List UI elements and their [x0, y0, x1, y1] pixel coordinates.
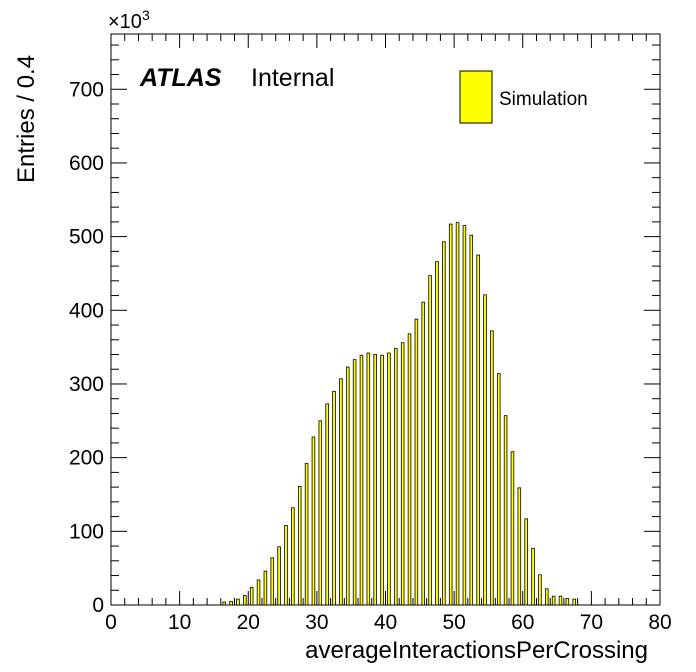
- histogram-bar: [229, 600, 233, 606]
- histogram-bar: [332, 390, 336, 606]
- histogram-bar: [359, 354, 364, 606]
- plot-frame: [110, 33, 661, 606]
- histogram-bar: [544, 588, 549, 606]
- y-axis-label: Entries / 0.4: [13, 55, 40, 183]
- x-tick-label: 30: [305, 611, 328, 634]
- histogram-bar: [311, 436, 316, 606]
- histogram-bar: [304, 463, 309, 606]
- histogram-bar: [490, 330, 494, 606]
- histogram-bar: [448, 223, 453, 606]
- x-axis-ticks: 0 10 20 30 40 50 60 70 80: [105, 34, 672, 634]
- y-axis-exponent: ×103: [108, 7, 150, 33]
- histogram-bar: [380, 354, 384, 606]
- histogram-bar: [243, 595, 247, 606]
- histogram-bar: [483, 294, 487, 606]
- histogram-bar: [551, 595, 556, 606]
- y-tick-label: 200: [69, 447, 104, 470]
- histogram-bar: [352, 359, 357, 606]
- histogram-bar: [263, 570, 268, 606]
- histogram-bar: [277, 546, 281, 606]
- histogram-bar: [538, 574, 542, 606]
- histogram-bar: [325, 403, 329, 606]
- histogram-bar: [442, 241, 446, 606]
- histogram-bar: [407, 333, 412, 606]
- histogram-bar: [222, 601, 227, 606]
- x-tick-label: 10: [168, 611, 191, 634]
- legend-label: Simulation: [499, 89, 588, 110]
- histogram-bar: [291, 507, 295, 606]
- atlas-label: ATLAS: [139, 64, 222, 92]
- histogram-bar: [476, 254, 480, 606]
- histogram-bar: [435, 261, 439, 606]
- histogram-bar: [249, 586, 254, 606]
- histogram-bar: [387, 352, 391, 606]
- y-axis-ticks: 0 100 200 300 400 500 600 700: [69, 44, 660, 617]
- y-tick-label: 400: [69, 299, 104, 322]
- histogram-bar: [462, 225, 467, 606]
- histogram-bar: [503, 415, 508, 606]
- y-tick-label: 300: [69, 373, 104, 396]
- histogram-bar: [455, 222, 460, 606]
- x-tick-label: 40: [374, 611, 397, 634]
- x-tick-label: 20: [237, 611, 260, 634]
- histogram-bar: [558, 595, 563, 606]
- y-tick-label: 700: [69, 78, 104, 101]
- x-tick-label: 50: [442, 611, 465, 634]
- x-tick-label: 80: [648, 611, 671, 634]
- histogram-bar: [236, 598, 240, 606]
- histogram-bar: [256, 579, 261, 606]
- histogram-bar: [284, 525, 288, 606]
- histogram-bar: [531, 547, 535, 606]
- x-tick-label: 0: [105, 611, 117, 634]
- bars-group: [222, 222, 576, 606]
- histogram-bar: [270, 557, 275, 606]
- x-tick-label: 70: [580, 611, 603, 634]
- histogram-bar: [318, 420, 323, 606]
- x-tick-label: 60: [511, 611, 534, 634]
- histogram-bar: [517, 487, 522, 606]
- histogram-bar: [421, 301, 426, 606]
- y-tick-label: 600: [69, 152, 104, 175]
- histogram-bar: [366, 352, 371, 606]
- histogram-bar: [469, 234, 474, 606]
- histogram-bar: [400, 342, 405, 606]
- histogram-bar: [496, 373, 501, 606]
- histogram-bar: [345, 366, 350, 606]
- histogram-bar: [297, 485, 302, 606]
- y-tick-label: 0: [92, 594, 104, 617]
- histogram-bar: [524, 518, 528, 606]
- y-tick-label: 500: [69, 226, 104, 249]
- histogram-bar: [373, 354, 377, 606]
- y-tick-label: 100: [69, 520, 104, 543]
- x-axis-label: averageInteractionsPerCrossing: [305, 637, 648, 664]
- histogram-bar: [565, 597, 570, 606]
- histogram-bar: [394, 348, 398, 606]
- status-label: Internal: [251, 64, 334, 92]
- histogram-bar: [414, 318, 419, 606]
- histogram-bar: [428, 275, 432, 606]
- histogram-bar: [572, 598, 576, 606]
- histogram-bar: [339, 378, 343, 606]
- legend-swatch: [459, 70, 493, 124]
- histogram-bar: [510, 451, 515, 606]
